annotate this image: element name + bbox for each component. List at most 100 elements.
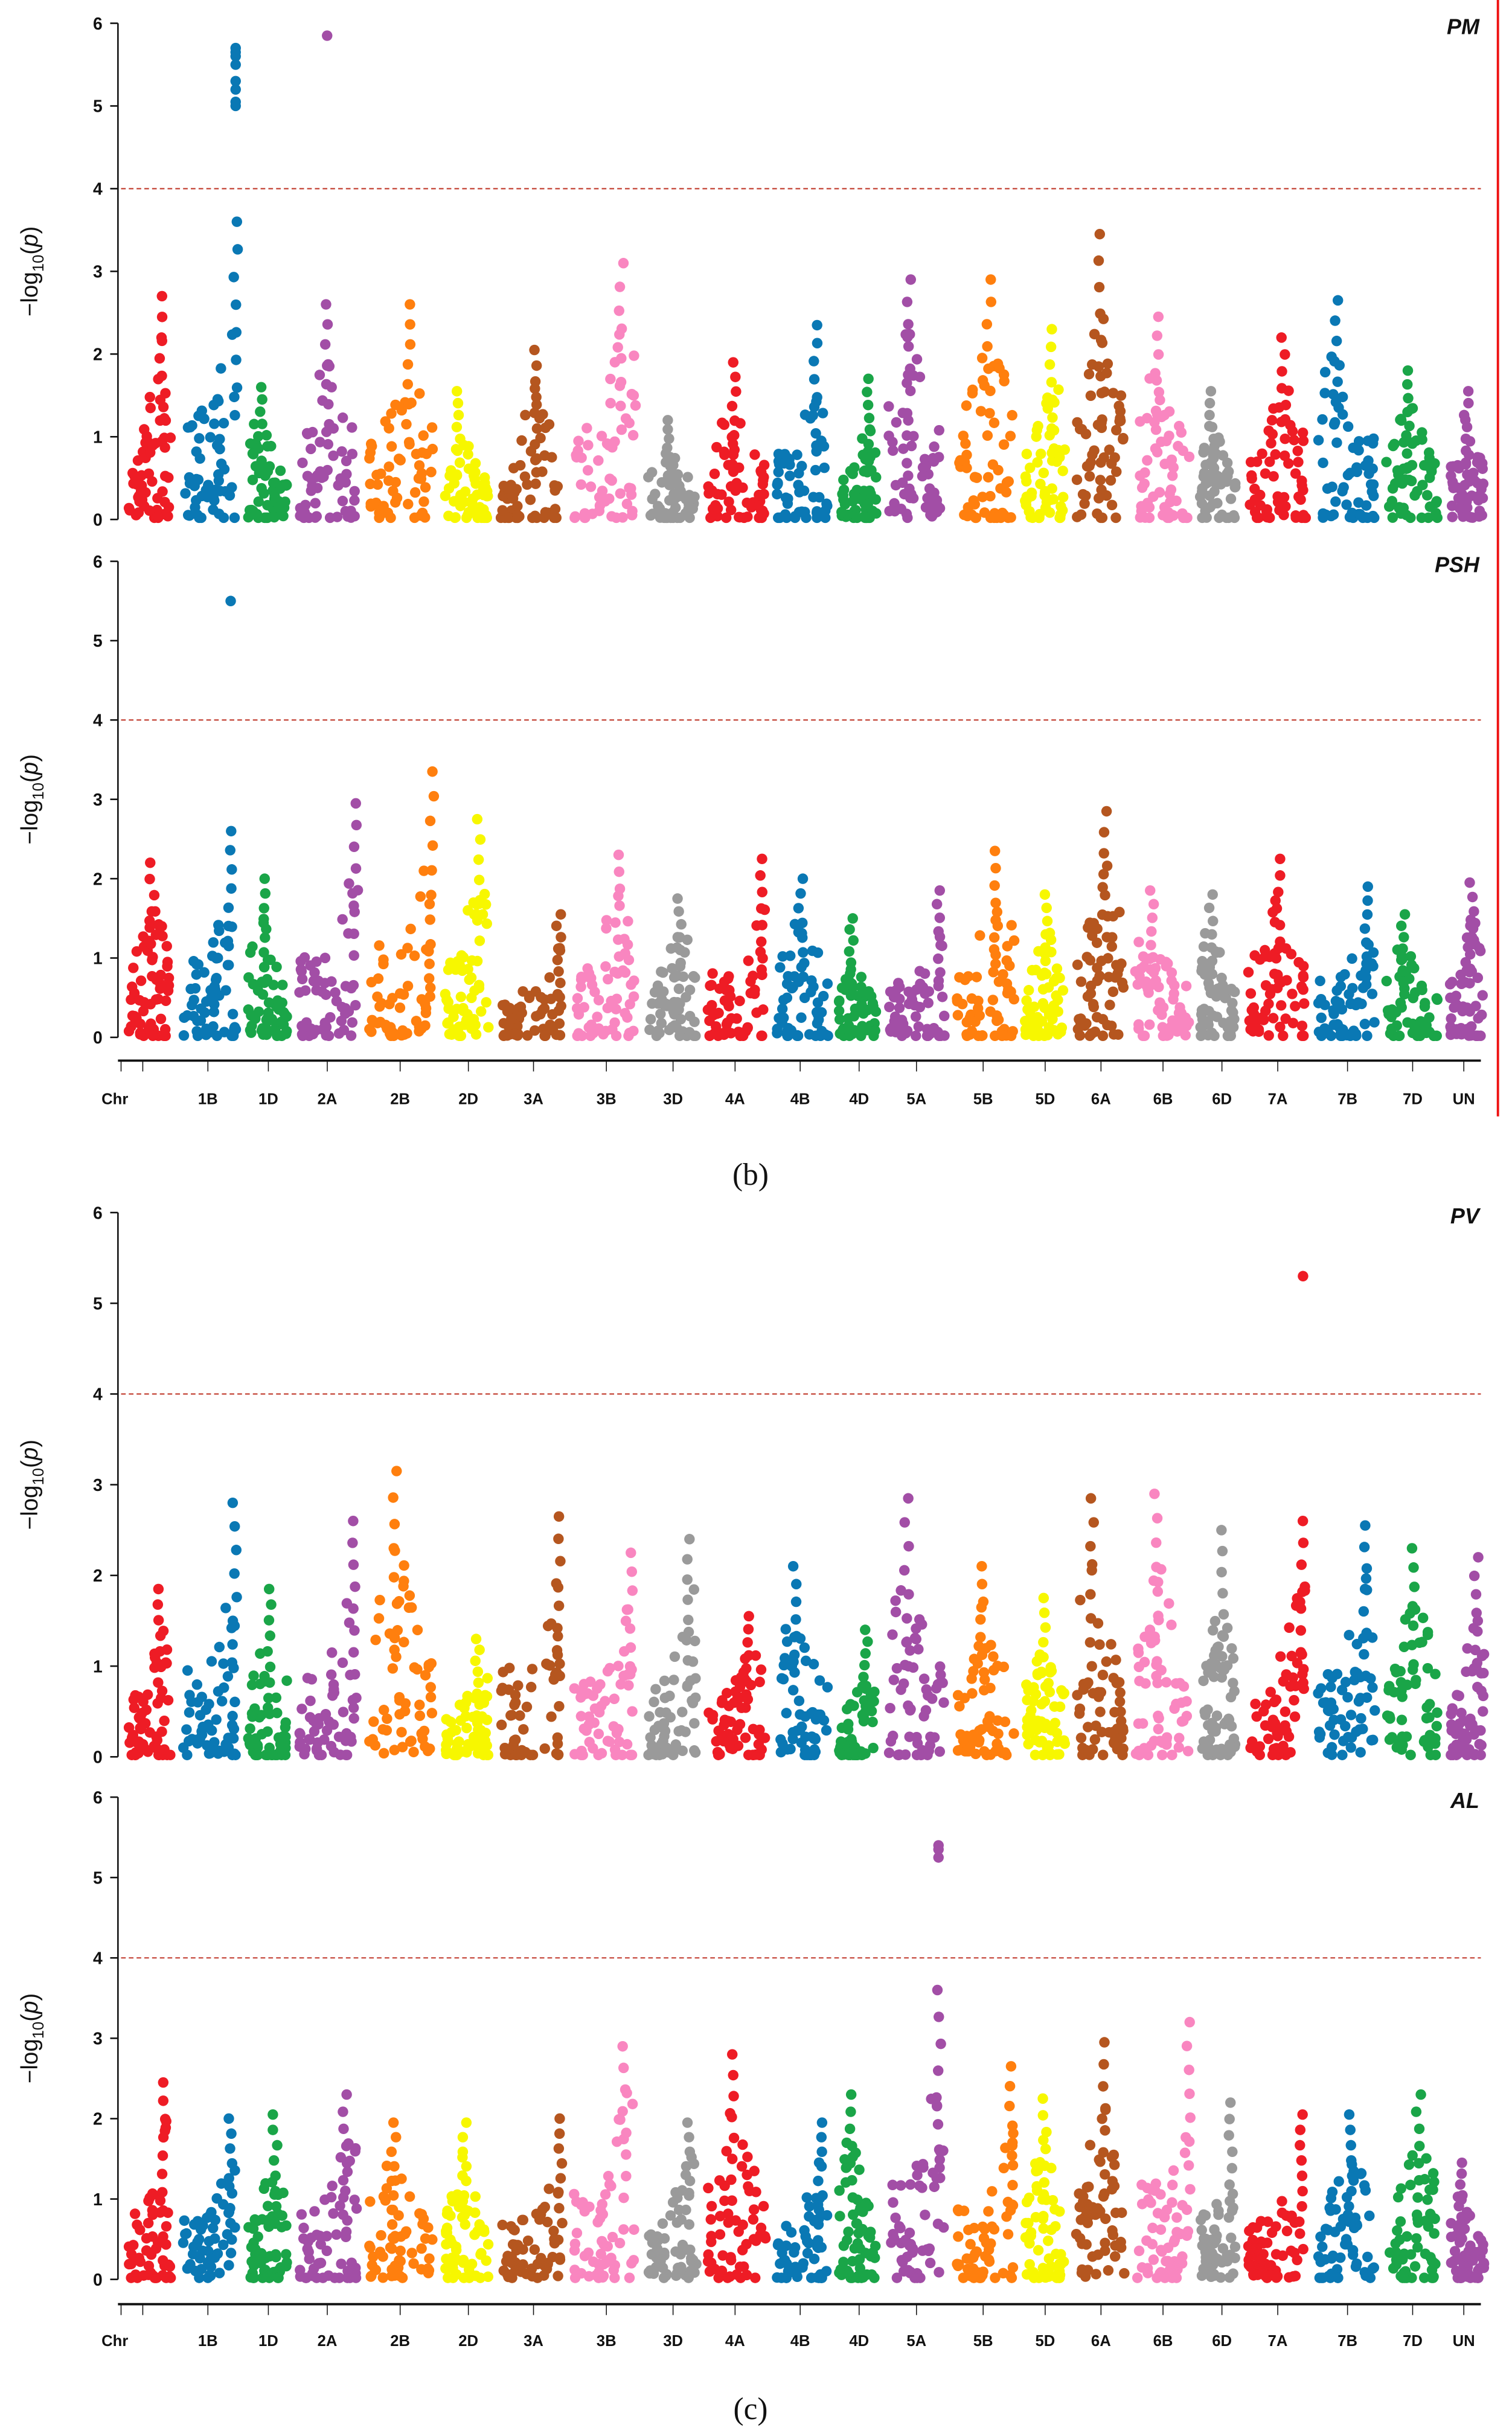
- snp-point: [226, 2188, 238, 2199]
- snp-point: [808, 981, 819, 992]
- snp-point: [552, 954, 563, 966]
- snp-point: [253, 431, 264, 442]
- snp-point: [263, 1583, 275, 1595]
- snp-point: [714, 2229, 726, 2240]
- snp-point: [1106, 1639, 1116, 1650]
- snp-point: [1106, 1021, 1117, 1031]
- chromosome-2D: [440, 1633, 494, 1760]
- snp-point: [389, 1545, 400, 1556]
- snp-point: [1322, 1705, 1334, 1716]
- snp-point: [668, 1675, 679, 1685]
- snp-point: [627, 430, 639, 441]
- snp-point: [368, 1716, 379, 1727]
- snp-point: [349, 1625, 360, 1636]
- snp-point: [469, 2207, 481, 2218]
- snp-point: [155, 394, 166, 405]
- snp-point: [932, 500, 943, 511]
- snp-point: [131, 2254, 142, 2265]
- snp-point: [985, 385, 996, 397]
- snp-point: [144, 505, 155, 516]
- chromosome-7B: [1313, 295, 1380, 524]
- snp-point: [457, 2132, 469, 2143]
- snp-point: [162, 985, 174, 996]
- snp-point: [1395, 1677, 1406, 1688]
- snp-point: [531, 423, 543, 434]
- snp-point: [406, 2248, 417, 2258]
- snp-point: [1360, 1573, 1372, 1584]
- snp-point: [1153, 1611, 1164, 1621]
- snp-point: [596, 431, 607, 441]
- chromosome-7A: [1245, 1271, 1310, 1760]
- snp-point: [751, 2187, 761, 2197]
- snp-point: [394, 1695, 405, 1706]
- snp-point: [427, 766, 438, 777]
- snp-point: [772, 512, 784, 524]
- chromosome-4A: [703, 357, 770, 524]
- snp-point: [979, 1746, 990, 1757]
- snp-point: [793, 903, 804, 914]
- snp-point: [1355, 1747, 1366, 1758]
- snp-point: [689, 1718, 700, 1729]
- snp-point: [257, 394, 267, 405]
- snp-point: [529, 408, 540, 418]
- snp-point: [220, 1603, 231, 1614]
- snp-point: [661, 1001, 673, 1011]
- snp-point: [1419, 1001, 1430, 1012]
- snp-point: [1293, 457, 1304, 467]
- snp-point: [155, 415, 165, 426]
- snp-point: [709, 468, 720, 479]
- y-tick-label: 1: [93, 1656, 103, 1676]
- snp-point: [1040, 1622, 1051, 1633]
- snp-point: [260, 2252, 271, 2263]
- chromosome-7D: [1382, 1543, 1443, 1760]
- snp-point: [556, 1001, 566, 1011]
- snp-point: [250, 2243, 261, 2255]
- snp-point: [497, 505, 508, 516]
- snp-point: [737, 2139, 748, 2150]
- snp-point: [1275, 870, 1286, 881]
- chromosome-7D: [1381, 909, 1443, 1042]
- snp-point: [1464, 963, 1476, 975]
- chromosome-3A: [496, 1511, 566, 1760]
- snp-point: [781, 1708, 792, 1719]
- snp-point: [1446, 1013, 1456, 1024]
- snp-point: [1274, 505, 1285, 516]
- y-tick-label: 1: [93, 2190, 103, 2209]
- snp-point: [731, 1013, 742, 1024]
- snp-point: [271, 1692, 281, 1704]
- snp-point: [964, 1741, 976, 1752]
- snp-point: [845, 979, 857, 990]
- snp-point: [711, 1736, 722, 1747]
- snp-point: [749, 449, 760, 460]
- chromosome-6D: [1197, 1525, 1241, 1760]
- snp-point: [902, 1613, 912, 1624]
- snp-point: [1097, 882, 1108, 893]
- snp-point: [1103, 972, 1114, 982]
- snp-point: [1144, 1019, 1155, 1030]
- snp-point: [1319, 367, 1331, 378]
- snp-point: [863, 438, 874, 450]
- snp-point: [348, 1559, 359, 1570]
- snp-point: [535, 2209, 546, 2220]
- snp-point: [1389, 438, 1400, 450]
- snp-point: [144, 2192, 155, 2204]
- snp-point: [348, 841, 360, 853]
- snp-point: [425, 939, 436, 950]
- snp-point: [184, 1690, 195, 1700]
- snp-point: [1046, 483, 1057, 494]
- snp-point: [624, 999, 635, 1010]
- snp-point: [181, 1724, 192, 1735]
- snp-point: [906, 440, 917, 452]
- snp-point: [423, 2222, 434, 2233]
- snp-point: [147, 970, 158, 982]
- snp-point: [757, 969, 767, 981]
- snp-point: [200, 996, 212, 1007]
- snp-point: [955, 1729, 966, 1740]
- snp-point: [614, 883, 626, 894]
- snp-point: [797, 917, 808, 929]
- snp-point: [365, 2196, 376, 2207]
- snp-point: [571, 1003, 583, 1014]
- snp-point: [155, 1013, 167, 1025]
- snp-point: [280, 2249, 292, 2260]
- snp-point: [757, 479, 769, 490]
